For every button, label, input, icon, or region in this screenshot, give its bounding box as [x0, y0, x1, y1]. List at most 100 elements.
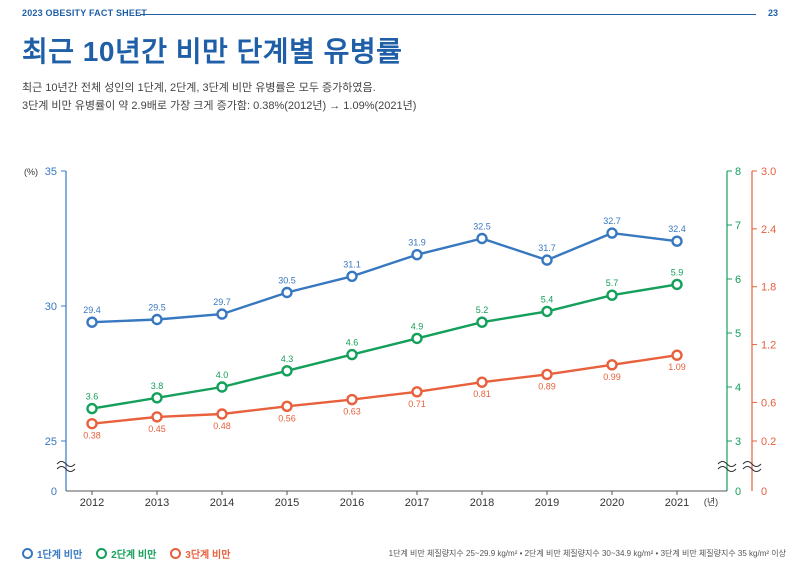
series-1-point — [86, 316, 98, 328]
series-3-point — [606, 359, 618, 371]
x-axis-tick-label: 2019 — [535, 497, 559, 509]
series-3-point — [151, 411, 163, 423]
series-2-point — [216, 381, 228, 393]
right1-axis-tick-label: 4 — [735, 382, 741, 394]
series-2-point — [606, 289, 618, 301]
left-axis-break — [56, 461, 76, 467]
legend-marker-stage1 — [22, 548, 33, 559]
x-axis-tick-label: 2015 — [275, 497, 299, 509]
series-1-point — [281, 286, 293, 299]
summary-line-1: 최근 10년간 전체 성인의 1단계, 2단계, 3단계 비만 유병률은 모두 … — [22, 82, 376, 94]
x-axis-tick-label: 2013 — [145, 497, 169, 509]
header-title: 2023 OBESITY FACT SHEET — [22, 8, 147, 18]
page-header: 2023 OBESITY FACT SHEET 23 — [22, 8, 778, 22]
legend-label-stage3: 3단계 비만 — [185, 550, 231, 561]
series-1-point — [606, 227, 618, 239]
left-axis-tick-label: 30 — [45, 301, 57, 313]
series-3-data-label: 0.38 — [83, 431, 101, 441]
series-3-data-label: 1.09 — [668, 362, 686, 372]
series-2-data-label: 3.8 — [151, 381, 164, 391]
left-axis-unit: (%) — [24, 167, 38, 177]
series-2-point — [541, 305, 553, 318]
left-axis-break — [56, 466, 76, 472]
series-line-1 — [91, 231, 678, 324]
series-3-data-label: 0.71 — [408, 399, 426, 409]
series-2-data-label: 4.0 — [216, 370, 229, 380]
series-2-data-label: 4.3 — [281, 354, 294, 364]
right2-axis-break — [742, 461, 762, 467]
series-1-data-label: 29.5 — [148, 303, 166, 313]
right1-axis-tick-label: 7 — [735, 220, 741, 232]
x-axis-tick-label: 2020 — [600, 497, 624, 509]
series-1-point — [411, 248, 423, 261]
right1-axis-tick-label: 5 — [735, 328, 741, 340]
series-1-data-label: 29.7 — [213, 297, 231, 307]
right1-axis-zero-label: 0 — [735, 486, 741, 498]
series-1-data-label: 32.4 — [668, 224, 686, 234]
series-2-point — [346, 348, 358, 361]
series-2-data-label: 4.9 — [411, 321, 424, 331]
bmi-footnote: 1단계 비만 체질량지수 25~29.9 kg/m² • 2단계 비만 체질량지… — [388, 549, 786, 558]
legend-item-stage3: 3단계 비만 — [170, 546, 230, 561]
series-3-point — [411, 386, 423, 398]
right2-axis-tick-label: 0.6 — [761, 397, 776, 409]
series-3-data-label: 0.45 — [148, 424, 166, 434]
series-1-data-label: 31.9 — [408, 238, 426, 248]
series-1-point — [476, 232, 488, 245]
page-number: 23 — [767, 8, 778, 18]
series-2-data-label: 5.7 — [606, 278, 619, 288]
right1-axis-tick-label: 6 — [735, 274, 741, 286]
right2-axis-tick-label: 1.2 — [761, 340, 776, 352]
series-1-point — [671, 235, 683, 247]
right1-axis-break — [717, 461, 737, 467]
series-3-point — [541, 368, 553, 381]
x-axis-unit: (년) — [704, 497, 718, 507]
legend-marker-stage2 — [96, 548, 108, 559]
series-3-point — [346, 393, 358, 406]
left-axis-tick-label: 35 — [45, 166, 57, 178]
summary-line-2: 3단계 비만 유병률이 약 2.9배로 가장 크게 증가함: 0.38%(201… — [22, 100, 417, 112]
right1-axis-tick-label: 8 — [735, 166, 741, 178]
series-1-point — [541, 254, 553, 266]
legend-label-stage1: 1단계 비만 — [37, 550, 83, 561]
right2-axis-tick-label: 1.8 — [761, 282, 776, 294]
series-2-data-label: 3.6 — [86, 392, 99, 402]
series-3-data-label: 0.89 — [538, 381, 556, 391]
series-line-2 — [91, 283, 678, 410]
x-axis-tick-label: 2016 — [340, 497, 364, 509]
series-3-point — [216, 408, 228, 420]
header-rule — [140, 14, 756, 15]
right2-axis-break — [742, 466, 762, 472]
right2-axis-tick-label: 2.4 — [761, 224, 776, 236]
right1-axis-tick-label: 3 — [735, 436, 741, 448]
series-2-point — [151, 392, 163, 404]
series-1-point — [216, 308, 228, 320]
right1-axis-break — [717, 466, 737, 472]
left-axis-zero-label: 0 — [51, 486, 57, 498]
series-3-data-label: 0.48 — [213, 421, 231, 431]
x-axis-tick-label: 2012 — [80, 497, 104, 509]
series-3-point — [281, 400, 293, 412]
legend-item-stage2: 2단계 비만 — [96, 546, 156, 561]
series-1-data-label: 31.1 — [343, 259, 361, 269]
series-3-data-label: 0.99 — [603, 372, 621, 382]
page-title: 최근 10년간 비만 단계별 유병률 — [22, 36, 403, 67]
series-2-data-label: 5.4 — [541, 294, 554, 304]
series-1-data-label: 32.7 — [603, 216, 621, 226]
series-3-point — [671, 349, 683, 361]
summary-text: 최근 10년간 전체 성인의 1단계, 2단계, 3단계 비만 유병률은 모두 … — [22, 79, 416, 115]
x-axis-tick-label: 2021 — [665, 497, 689, 509]
legend-marker-stage3 — [170, 548, 182, 559]
right2-axis-tick-label: 3.0 — [761, 166, 776, 178]
series-1-point — [151, 313, 163, 326]
x-axis-tick-label: 2017 — [405, 497, 429, 509]
series-2-point — [86, 402, 98, 415]
series-1-point — [346, 270, 358, 282]
legend-label-stage2: 2단계 비만 — [111, 550, 157, 561]
left-axis-tick-label: 25 — [45, 436, 57, 448]
right2-axis-zero-label: 0 — [761, 486, 767, 498]
series-2-data-label: 5.9 — [671, 267, 684, 277]
series-2-point — [281, 365, 293, 377]
series-1-data-label: 32.5 — [473, 222, 491, 232]
